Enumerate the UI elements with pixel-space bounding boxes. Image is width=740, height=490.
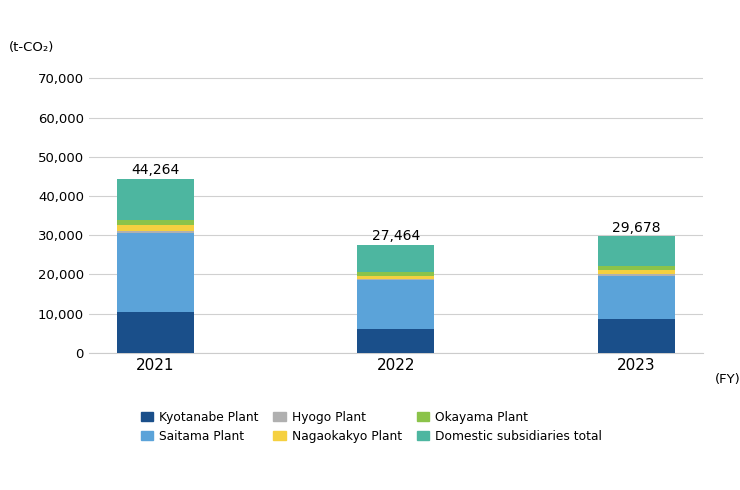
Bar [117,231,194,233]
Bar [357,280,434,329]
Bar [357,329,434,353]
Bar [357,279,434,280]
Text: 27,464: 27,464 [371,229,420,243]
Bar [117,225,194,231]
Legend: Kyotanabe Plant, Saitama Plant, Hyogo Plant, Nagaokakyo Plant, Okayama Plant, Do: Kyotanabe Plant, Saitama Plant, Hyogo Pl… [136,406,607,448]
Text: (t-CO₂): (t-CO₂) [9,41,54,54]
Bar [117,179,194,220]
Text: (FY): (FY) [716,373,740,387]
Bar [598,318,675,353]
Bar [117,233,194,312]
Bar [357,276,434,279]
Bar [598,270,675,274]
Text: 44,264: 44,264 [131,163,179,177]
Bar [598,276,675,318]
Bar [117,220,194,225]
Bar [357,245,434,272]
Bar [598,274,675,276]
Bar [598,266,675,270]
Bar [357,272,434,276]
Bar [117,312,194,353]
Bar [598,237,675,266]
Text: 29,678: 29,678 [612,220,661,235]
